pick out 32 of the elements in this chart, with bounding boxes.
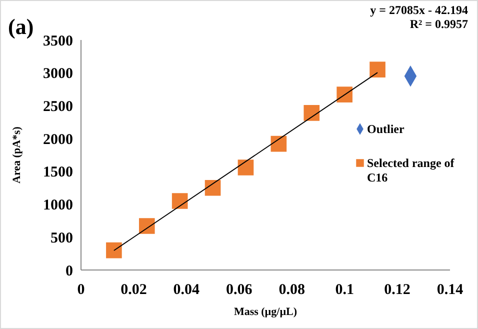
x-tick-label: 0.08 — [278, 282, 305, 298]
x-tick-label: 0.06 — [226, 282, 253, 298]
point — [106, 242, 122, 258]
x-tick-label: 0.14 — [436, 282, 464, 298]
y-tick-label: 1000 — [43, 198, 73, 214]
y-tick-label: 3500 — [43, 33, 73, 50]
y-tick-label: 3000 — [43, 66, 73, 82]
y-tick-label: 2500 — [43, 98, 73, 115]
x-tick-label: 0.12 — [384, 282, 410, 298]
x-tick-label: 0.02 — [120, 282, 147, 298]
point — [370, 62, 386, 78]
legend-label: Outlier — [367, 122, 405, 136]
text: y = 27085x - 42.194 — [370, 3, 468, 17]
y-tick-label: 2000 — [43, 132, 73, 148]
chart-title: (a) — [8, 14, 34, 39]
x-axis-title: Mass (µg/µL) — [234, 306, 298, 318]
y-tick-label: 500 — [50, 230, 73, 246]
point — [204, 180, 221, 196]
point — [270, 136, 287, 152]
y-tick-label: 1500 — [43, 164, 73, 181]
point — [336, 86, 352, 102]
x-tick-label: 0 — [77, 282, 85, 298]
x-tick-label: 0.1 — [335, 282, 354, 298]
point — [172, 193, 188, 209]
x-tick-label: 0.04 — [173, 282, 200, 298]
point — [304, 105, 320, 121]
point — [138, 218, 155, 234]
legend-label: Selected range of C16 — [367, 156, 456, 185]
point — [238, 160, 254, 176]
text: R² = 0.9957 — [410, 17, 468, 31]
y-axis-title: Area (pA*s) — [11, 126, 23, 184]
y-tick-label: 0 — [66, 263, 73, 280]
